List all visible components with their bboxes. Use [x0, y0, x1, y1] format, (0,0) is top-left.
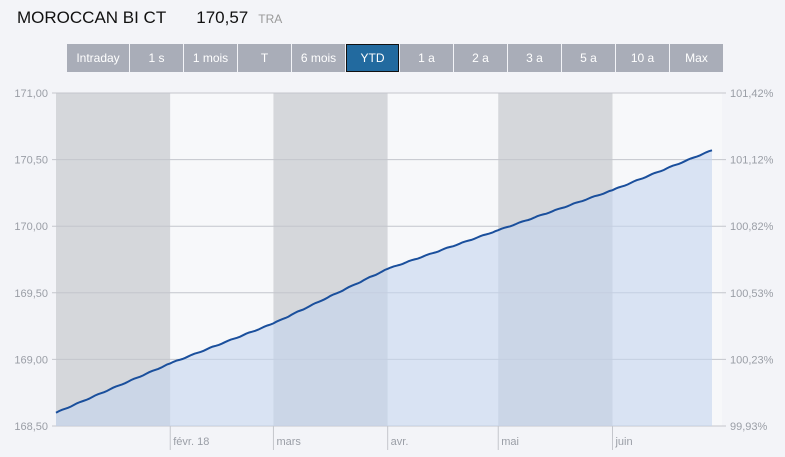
range-button-10-a[interactable]: 10 a	[616, 44, 669, 72]
area-fill	[56, 150, 712, 427]
range-button-5-a[interactable]: 5 a	[562, 44, 615, 72]
instrument-name: MOROCCAN BI CT	[17, 8, 167, 27]
range-button-t[interactable]: T	[238, 44, 291, 72]
x-tick-label: mai	[501, 436, 519, 448]
range-button-1-s[interactable]: 1 s	[130, 44, 183, 72]
y2-tick-label: 100,23%	[730, 354, 774, 366]
last-price: 170,57	[196, 8, 249, 27]
price-unit: TRA	[258, 12, 283, 26]
y2-tick-label: 100,53%	[730, 288, 774, 300]
y-tick-label: 170,00	[14, 221, 48, 233]
y2-tick-label: 101,12%	[730, 155, 774, 167]
x-tick-label: juin	[614, 436, 632, 448]
range-button-3-a[interactable]: 3 a	[508, 44, 561, 72]
price-line	[55, 149, 713, 414]
x-tick-label: avr.	[391, 436, 409, 448]
y-tick-label: 170,50	[14, 155, 48, 167]
range-button-max[interactable]: Max	[670, 44, 723, 72]
y-tick-label: 171,00	[14, 88, 48, 100]
y2-tick-label: 101,42%	[730, 88, 774, 100]
x-tick-label: févr. 18	[173, 436, 209, 448]
y2-tick-label: 99,93%	[730, 421, 768, 433]
header: MOROCCAN BI CT 170,57 TRA	[17, 8, 282, 28]
x-tick-label: mars	[276, 436, 301, 448]
range-button-1-a[interactable]: 1 a	[400, 44, 453, 72]
range-button-2-a[interactable]: 2 a	[454, 44, 507, 72]
range-button-ytd[interactable]: YTD	[346, 44, 399, 72]
y-tick-label: 168,50	[14, 421, 48, 433]
range-button-6-mois[interactable]: 6 mois	[292, 44, 345, 72]
range-button-1-mois[interactable]: 1 mois	[184, 44, 237, 72]
y-tick-label: 169,00	[14, 354, 48, 366]
y-tick-label: 169,50	[14, 288, 48, 300]
y2-tick-label: 100,82%	[730, 221, 774, 233]
range-button-intraday[interactable]: Intraday	[67, 44, 129, 72]
